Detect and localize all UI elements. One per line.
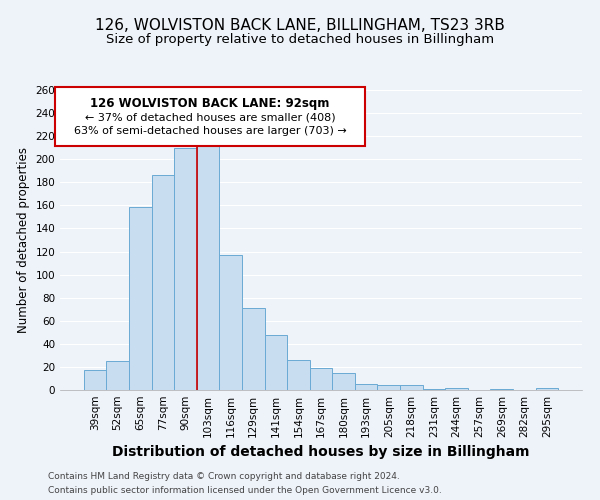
Text: Contains HM Land Registry data © Crown copyright and database right 2024.: Contains HM Land Registry data © Crown c… <box>48 472 400 481</box>
Bar <box>310 368 332 390</box>
Bar <box>536 388 558 390</box>
Text: ← 37% of detached houses are smaller (408): ← 37% of detached houses are smaller (40… <box>85 112 335 122</box>
Bar <box>197 143 220 390</box>
Bar <box>355 384 377 390</box>
Bar <box>377 386 400 390</box>
Bar <box>106 361 129 390</box>
Bar <box>242 308 265 390</box>
FancyBboxPatch shape <box>55 87 365 146</box>
Y-axis label: Number of detached properties: Number of detached properties <box>17 147 30 333</box>
Bar <box>84 370 106 390</box>
Bar <box>265 334 287 390</box>
X-axis label: Distribution of detached houses by size in Billingham: Distribution of detached houses by size … <box>112 446 530 460</box>
Bar <box>445 388 468 390</box>
Text: Contains public sector information licensed under the Open Government Licence v3: Contains public sector information licen… <box>48 486 442 495</box>
Bar <box>220 255 242 390</box>
Bar <box>400 386 422 390</box>
Bar <box>152 176 174 390</box>
Bar <box>422 389 445 390</box>
Text: 126 WOLVISTON BACK LANE: 92sqm: 126 WOLVISTON BACK LANE: 92sqm <box>91 98 330 110</box>
Text: Size of property relative to detached houses in Billingham: Size of property relative to detached ho… <box>106 32 494 46</box>
Bar <box>129 206 152 390</box>
Bar <box>332 372 355 390</box>
Bar <box>490 389 513 390</box>
Text: 126, WOLVISTON BACK LANE, BILLINGHAM, TS23 3RB: 126, WOLVISTON BACK LANE, BILLINGHAM, TS… <box>95 18 505 32</box>
Bar <box>287 360 310 390</box>
Bar <box>174 148 197 390</box>
Text: 63% of semi-detached houses are larger (703) →: 63% of semi-detached houses are larger (… <box>74 126 346 136</box>
